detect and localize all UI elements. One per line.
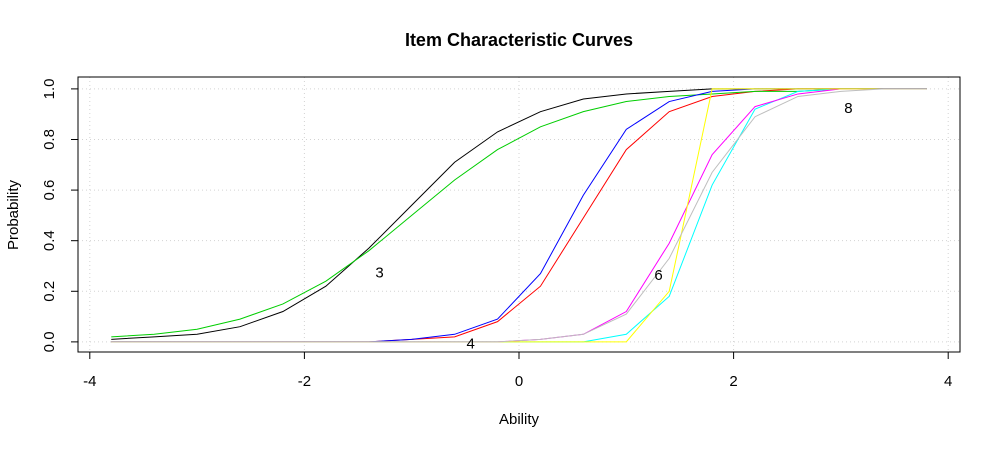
x-axis-label: Ability (499, 411, 540, 428)
y-axis-label: Probability (5, 179, 22, 250)
x-tick-label: 0 (515, 373, 523, 390)
curve (111, 88, 927, 338)
y-tick-label: 0.6 (41, 180, 58, 201)
curve-label: 8 (844, 100, 852, 117)
curve (111, 88, 927, 343)
x-tick-label: 2 (729, 373, 737, 390)
x-tick-label: -4 (83, 373, 96, 390)
curve-label: 3 (375, 265, 383, 282)
chart-title: Item Characteristic Curves (405, 30, 633, 50)
plot-frame (77, 76, 961, 353)
curve (111, 88, 927, 343)
y-tick-label: 0.2 (41, 281, 58, 302)
curve-label: 6 (654, 267, 662, 284)
x-tick-label: 4 (944, 373, 952, 390)
y-tick-label: 0.4 (41, 230, 58, 251)
y-tick-label: 1.0 (41, 78, 58, 99)
curve-label: 4 (467, 335, 475, 352)
y-tick-label: 0.8 (41, 129, 58, 150)
x-tick-label: -2 (298, 373, 311, 390)
y-tick-label: 0.0 (41, 331, 58, 352)
